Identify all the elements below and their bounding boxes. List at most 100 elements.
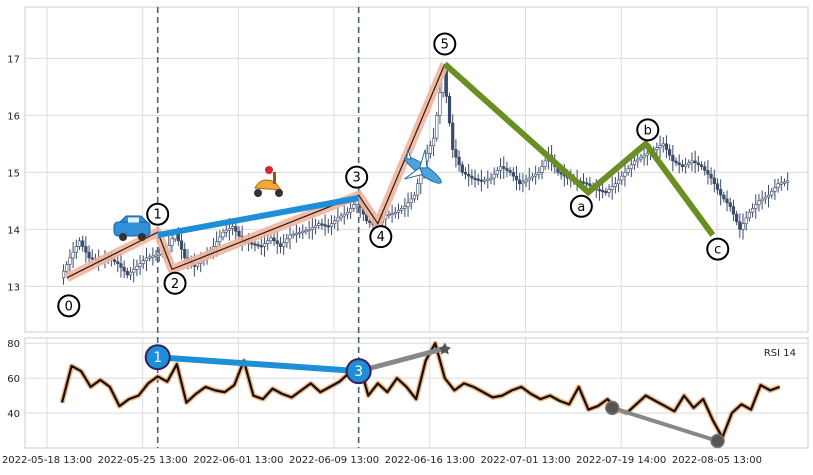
candle-body xyxy=(84,246,88,253)
candle-body xyxy=(514,175,519,181)
wave-label-circle xyxy=(369,225,393,249)
candle-body xyxy=(65,264,69,272)
candle-body xyxy=(416,183,420,196)
candle-body xyxy=(530,175,535,179)
airplane-icon xyxy=(404,149,442,184)
rsi-marker xyxy=(345,358,372,385)
wave-label: 4 xyxy=(377,230,385,245)
candle-body xyxy=(715,183,720,190)
x-tick-label: 2022-06-09 13:00 xyxy=(289,455,379,466)
x-tick-label: 2022-07-19 14:00 xyxy=(576,455,666,466)
candle-body xyxy=(282,242,286,247)
candle-body xyxy=(342,213,346,217)
candle-body xyxy=(457,156,461,166)
candle-body xyxy=(581,181,586,184)
candle-body xyxy=(709,173,713,179)
candle-body xyxy=(259,245,263,248)
candle-body xyxy=(310,227,314,230)
candle-body xyxy=(703,166,707,171)
candle-body xyxy=(498,166,503,171)
candle-body xyxy=(266,240,270,244)
wave-label-circle xyxy=(163,271,187,295)
x-tick-label: 2022-05-18 13:00 xyxy=(2,455,92,466)
rsi-label: RSI 14 xyxy=(764,348,796,359)
candle-body xyxy=(116,261,120,264)
x-tick-label: 2022-07-01 13:00 xyxy=(480,455,570,466)
candle-body xyxy=(221,231,225,238)
candle-body xyxy=(132,268,136,273)
candle-body xyxy=(680,164,684,167)
candle-body xyxy=(151,255,155,258)
candle-body xyxy=(518,179,522,185)
candle-body xyxy=(483,179,487,182)
candle-body xyxy=(231,226,235,229)
candle-body xyxy=(588,183,592,186)
rsi-y-tick: 60 xyxy=(7,374,20,385)
candle-body xyxy=(747,211,751,219)
candle-body xyxy=(604,191,608,194)
candle-body xyxy=(476,178,480,181)
price-y-tick: 16 xyxy=(7,111,20,122)
wave-label-circle xyxy=(569,194,593,218)
candle-body xyxy=(760,198,764,202)
candle-body xyxy=(128,271,133,276)
candle-body xyxy=(435,115,439,139)
candle-body xyxy=(390,212,394,216)
rsi-y-tick: 40 xyxy=(7,409,20,420)
wave-label-circle xyxy=(57,294,81,318)
candle-body xyxy=(179,240,184,250)
rsi-y-tick: 80 xyxy=(7,339,20,350)
candle-body xyxy=(629,164,633,169)
candle-body xyxy=(699,164,704,167)
rsi-gray-line xyxy=(358,346,446,374)
candle-body xyxy=(658,145,662,148)
candle-body xyxy=(336,217,340,222)
candle-body xyxy=(754,204,758,209)
divergence-line-rsi xyxy=(157,354,359,375)
rsi-marker-label: 1 xyxy=(153,350,162,366)
candle-body xyxy=(431,137,436,147)
candle-body xyxy=(183,249,187,259)
candle-body xyxy=(722,194,726,200)
candle-body xyxy=(508,170,512,173)
candle-body xyxy=(725,198,729,204)
candle-body xyxy=(329,223,334,227)
candle-body xyxy=(406,202,410,207)
car-icon xyxy=(113,215,151,241)
candle-body xyxy=(301,230,305,234)
candle-body xyxy=(607,189,611,193)
candle-body xyxy=(112,259,117,262)
candle-body xyxy=(387,213,391,216)
candle-body xyxy=(540,166,544,173)
candle-body xyxy=(218,236,222,243)
x-tick-label: 2022-06-16 13:00 xyxy=(385,455,475,466)
candle-body xyxy=(125,270,129,276)
candle-body xyxy=(664,143,669,150)
candle-body xyxy=(291,233,295,236)
candle-body xyxy=(616,179,621,185)
candle-body xyxy=(636,158,640,162)
candle-body xyxy=(741,223,745,230)
candle-body xyxy=(68,257,72,265)
candle-body xyxy=(294,232,299,235)
wave-label-circle xyxy=(345,165,369,189)
candle-body xyxy=(71,251,75,259)
candle-body xyxy=(786,180,790,183)
price-y-tick: 13 xyxy=(7,282,20,293)
candle-body xyxy=(326,225,330,228)
candle-body xyxy=(661,143,665,147)
candle-body xyxy=(272,237,276,242)
scooter-icon xyxy=(254,166,283,197)
candle-body xyxy=(74,246,78,253)
candle-body xyxy=(77,240,82,247)
candle-body xyxy=(655,147,659,150)
candle-body xyxy=(460,164,464,173)
candle-body xyxy=(502,166,506,169)
price-y-tick: 14 xyxy=(7,225,20,236)
candle-body xyxy=(470,175,474,179)
candle-body xyxy=(323,224,327,227)
candle-body xyxy=(352,204,356,209)
candle-body xyxy=(275,240,279,244)
candle-body xyxy=(262,243,267,247)
